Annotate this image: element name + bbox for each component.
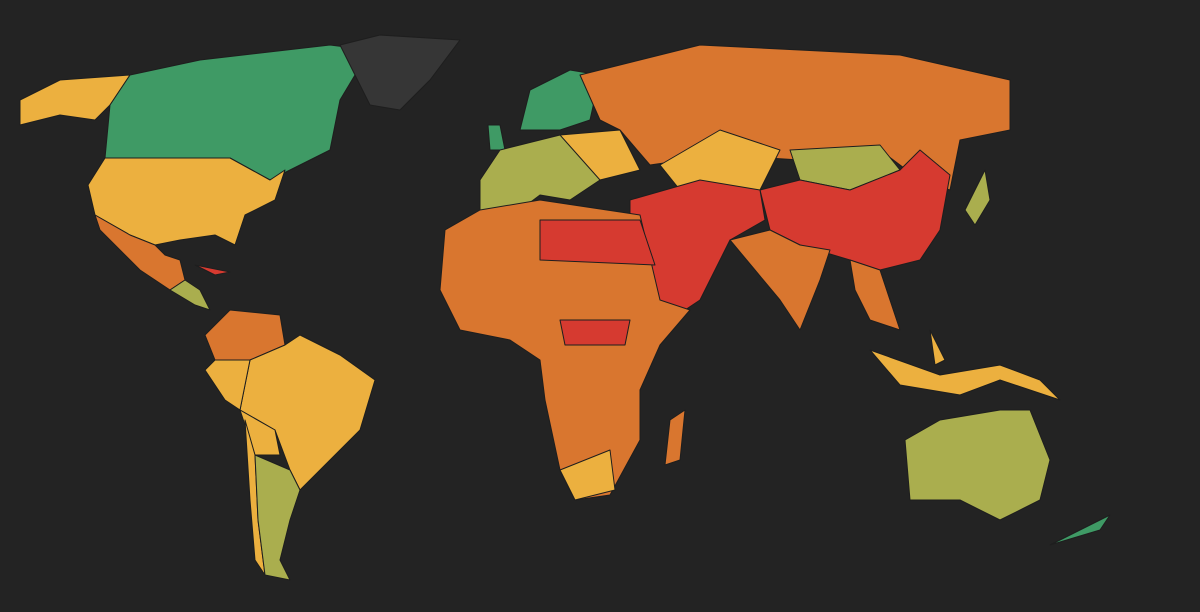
canada bbox=[104, 44, 371, 181]
peru bbox=[204, 359, 251, 411]
madagascar bbox=[664, 409, 686, 466]
indonesia bbox=[869, 349, 1061, 401]
alaska bbox=[19, 74, 131, 126]
africa bbox=[439, 199, 691, 501]
japan bbox=[964, 169, 991, 226]
southern-africa bbox=[559, 449, 616, 501]
libya-egypt bbox=[539, 219, 656, 266]
greenland bbox=[339, 34, 461, 111]
cuba bbox=[194, 264, 231, 276]
india bbox=[729, 229, 831, 331]
eastern-europe bbox=[559, 129, 641, 181]
new-zealand bbox=[1049, 514, 1111, 546]
argentina bbox=[254, 454, 301, 581]
southeast-asia bbox=[849, 259, 901, 331]
philippines bbox=[929, 329, 946, 366]
central-america bbox=[169, 279, 211, 311]
australia bbox=[904, 409, 1051, 521]
central-africa bbox=[559, 319, 631, 346]
